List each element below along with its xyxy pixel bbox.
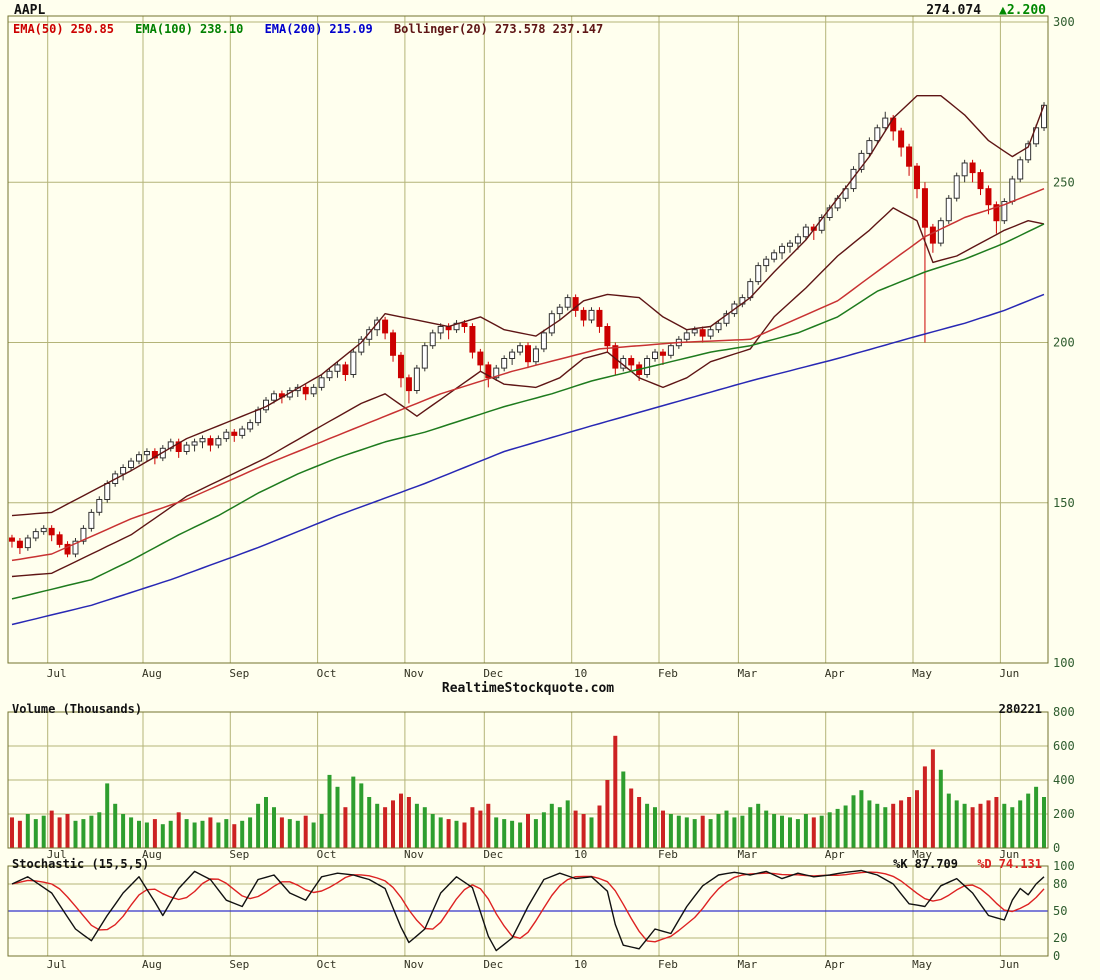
svg-text:20: 20 [1053,931,1067,945]
svg-text:Dec: Dec [483,848,503,861]
svg-text:Aug: Aug [142,667,162,680]
svg-text:Aug: Aug [142,848,162,861]
svg-text:May: May [912,848,932,861]
svg-text:Apr: Apr [825,848,845,861]
svg-text:Feb: Feb [658,958,678,971]
svg-text:Mar: Mar [737,848,757,861]
svg-text:May: May [912,958,932,971]
svg-text:Dec: Dec [483,958,503,971]
svg-text:10: 10 [574,958,587,971]
svg-text:100: 100 [1053,859,1075,873]
svg-text:300: 300 [1053,15,1075,29]
svg-text:Jun: Jun [999,848,1019,861]
svg-text:Feb: Feb [658,848,678,861]
svg-text:Dec: Dec [483,667,503,680]
svg-text:Jun: Jun [999,958,1019,971]
svg-text:200: 200 [1053,336,1075,350]
svg-text:10: 10 [574,667,587,680]
axis-labels: 100 150 200 250 300 0 200 400 600 800 0 20 50 80 100 Ju… [47,15,1075,971]
svg-text:Oct: Oct [317,958,337,971]
svg-text:Feb: Feb [658,667,678,680]
svg-text:800: 800 [1053,705,1075,719]
panel-frames [7,15,1049,957]
svg-text:0: 0 [1053,841,1060,855]
svg-text:250: 250 [1053,175,1075,189]
svg-text:Sep: Sep [229,958,249,971]
svg-text:Sep: Sep [229,848,249,861]
svg-text:Sep: Sep [229,667,249,680]
svg-text:Jul: Jul [47,667,67,680]
svg-text:Mar: Mar [737,958,757,971]
svg-text:Oct: Oct [317,848,337,861]
ema200-line [11,293,1045,626]
svg-text:50: 50 [1053,904,1067,918]
svg-text:Jun: Jun [999,667,1019,680]
bollinger-bands [11,95,1045,578]
ema50-line [11,188,1045,562]
stochastic-lines [8,869,1048,952]
svg-text:Nov: Nov [404,848,424,861]
svg-text:Jul: Jul [47,848,67,861]
ema100-line [11,223,1045,600]
volume-bars [10,735,1046,848]
svg-text:100: 100 [1053,656,1075,670]
svg-text:May: May [912,667,932,680]
svg-text:Apr: Apr [825,958,845,971]
svg-text:600: 600 [1053,739,1075,753]
svg-text:400: 400 [1053,773,1075,787]
svg-text:10: 10 [574,848,587,861]
svg-text:80: 80 [1053,877,1067,891]
svg-text:Apr: Apr [825,667,845,680]
svg-text:150: 150 [1053,496,1075,510]
svg-text:Aug: Aug [142,958,162,971]
svg-text:Nov: Nov [404,667,424,680]
svg-text:200: 200 [1053,807,1075,821]
candles-layer [8,102,1048,558]
svg-text:Jul: Jul [47,958,67,971]
svg-text:0: 0 [1053,949,1060,963]
svg-text:Nov: Nov [404,958,424,971]
svg-text:Oct: Oct [317,667,337,680]
svg-text:Mar: Mar [737,667,757,680]
